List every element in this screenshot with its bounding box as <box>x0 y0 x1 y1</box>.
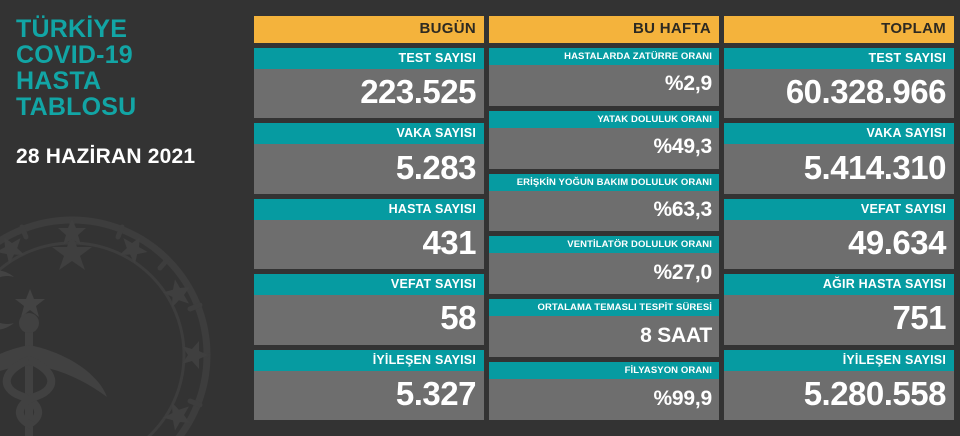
stat-cell: AĞIR HASTA SAYISI 751 <box>724 274 954 345</box>
stat-cell: VAKA SAYISI 5.414.310 <box>724 123 954 194</box>
stat-label: ORTALAMA TEMASLI TESPİT SÜRESİ <box>489 299 719 317</box>
column-cells-total: TEST SAYISI 60.328.966 VAKA SAYISI 5.414… <box>724 43 954 421</box>
stat-cell: İYİLEŞEN SAYISI 5.280.558 <box>724 349 954 421</box>
stat-value: 5.414.310 <box>724 144 954 194</box>
stat-label: VAKA SAYISI <box>254 123 484 145</box>
stat-cell: İYİLEŞEN SAYISI 5.327 <box>254 349 484 421</box>
column-header-today: BUGÜN <box>254 16 484 43</box>
stat-label: VAKA SAYISI <box>724 123 954 145</box>
page-title-line-1: TÜRKİYE <box>16 15 128 43</box>
stat-value: 751 <box>724 295 954 345</box>
stat-value: 5.283 <box>254 144 484 194</box>
stat-cell: VAKA SAYISI 5.283 <box>254 123 484 194</box>
stat-cell: VEFAT SAYISI 58 <box>254 274 484 345</box>
column-total: TOPLAM TEST SAYISI 60.328.966 VAKA SAYIS… <box>724 16 954 421</box>
column-this-week: BU HAFTA HASTALARDA ZATÜRRE ORANI %2,9 Y… <box>489 16 719 420</box>
page-title-line-3: HASTA <box>16 67 102 95</box>
stat-label: FİLYASYON ORANI <box>489 362 719 380</box>
stat-cell: ERİŞKİN YOĞUN BAKIM DOLULUK ORANI %63,3 <box>489 173 719 232</box>
stat-cell: YATAK DOLULUK ORANI %49,3 <box>489 110 719 169</box>
report-date: 28 HAZİRAN 2021 <box>16 145 196 168</box>
stat-label: VEFAT SAYISI <box>724 198 954 220</box>
stat-value: %99,9 <box>489 379 719 420</box>
stat-cell: HASTA SAYISI 431 <box>254 198 484 270</box>
stat-value: 8 SAAT <box>489 316 719 358</box>
stat-label: HASTA SAYISI <box>254 198 484 220</box>
stat-value: %49,3 <box>489 127 719 169</box>
stat-cell: ORTALAMA TEMASLI TESPİT SÜRESİ 8 SAAT <box>489 299 719 358</box>
stat-label: ERİŞKİN YOĞUN BAKIM DOLULUK ORANI <box>489 173 719 191</box>
column-cells-this-week: HASTALARDA ZATÜRRE ORANI %2,9 YATAK DOLU… <box>489 43 719 420</box>
stat-label: TEST SAYISI <box>724 48 954 69</box>
stat-value: 58 <box>254 295 484 345</box>
stat-label: HASTALARDA ZATÜRRE ORANI <box>489 48 719 65</box>
stat-cell: TEST SAYISI 60.328.966 <box>724 48 954 119</box>
stat-cell: VENTİLATÖR DOLULUK ORANI %27,0 <box>489 236 719 295</box>
stat-value: 49.634 <box>724 219 954 270</box>
stat-label: YATAK DOLULUK ORANI <box>489 110 719 128</box>
stat-value: %63,3 <box>489 190 719 232</box>
page-title-line-2: COVID-19 <box>16 41 133 69</box>
column-header-this-week: BU HAFTA <box>489 16 719 43</box>
stat-value: 60.328.966 <box>724 69 954 119</box>
stat-label: İYİLEŞEN SAYISI <box>724 349 954 371</box>
stat-label: TEST SAYISI <box>254 48 484 69</box>
stat-value: %27,0 <box>489 253 719 295</box>
stat-cell: FİLYASYON ORANI %99,9 <box>489 362 719 420</box>
stat-value: 223.525 <box>254 69 484 119</box>
page-title-line-4: TABLOSU <box>16 93 137 121</box>
stat-cell: VEFAT SAYISI 49.634 <box>724 198 954 270</box>
stat-cell: TEST SAYISI 223.525 <box>254 48 484 119</box>
stat-label: VENTİLATÖR DOLULUK ORANI <box>489 236 719 254</box>
stat-value: 431 <box>254 219 484 270</box>
column-cells-today: TEST SAYISI 223.525 VAKA SAYISI 5.283 HA… <box>254 43 484 421</box>
column-header-total: TOPLAM <box>724 16 954 43</box>
stat-label: İYİLEŞEN SAYISI <box>254 349 484 371</box>
title-panel: TÜRKİYE COVID-19 HASTA TABLOSU 28 HAZİRA… <box>16 16 246 420</box>
stat-label: VEFAT SAYISI <box>254 274 484 296</box>
column-today: BUGÜN TEST SAYISI 223.525 VAKA SAYISI 5.… <box>254 16 484 421</box>
stat-value: 5.327 <box>254 370 484 421</box>
stat-value: 5.280.558 <box>724 370 954 421</box>
stat-cell: HASTALARDA ZATÜRRE ORANI %2,9 <box>489 48 719 106</box>
stat-label: AĞIR HASTA SAYISI <box>724 274 954 296</box>
stat-value: %2,9 <box>489 65 719 106</box>
